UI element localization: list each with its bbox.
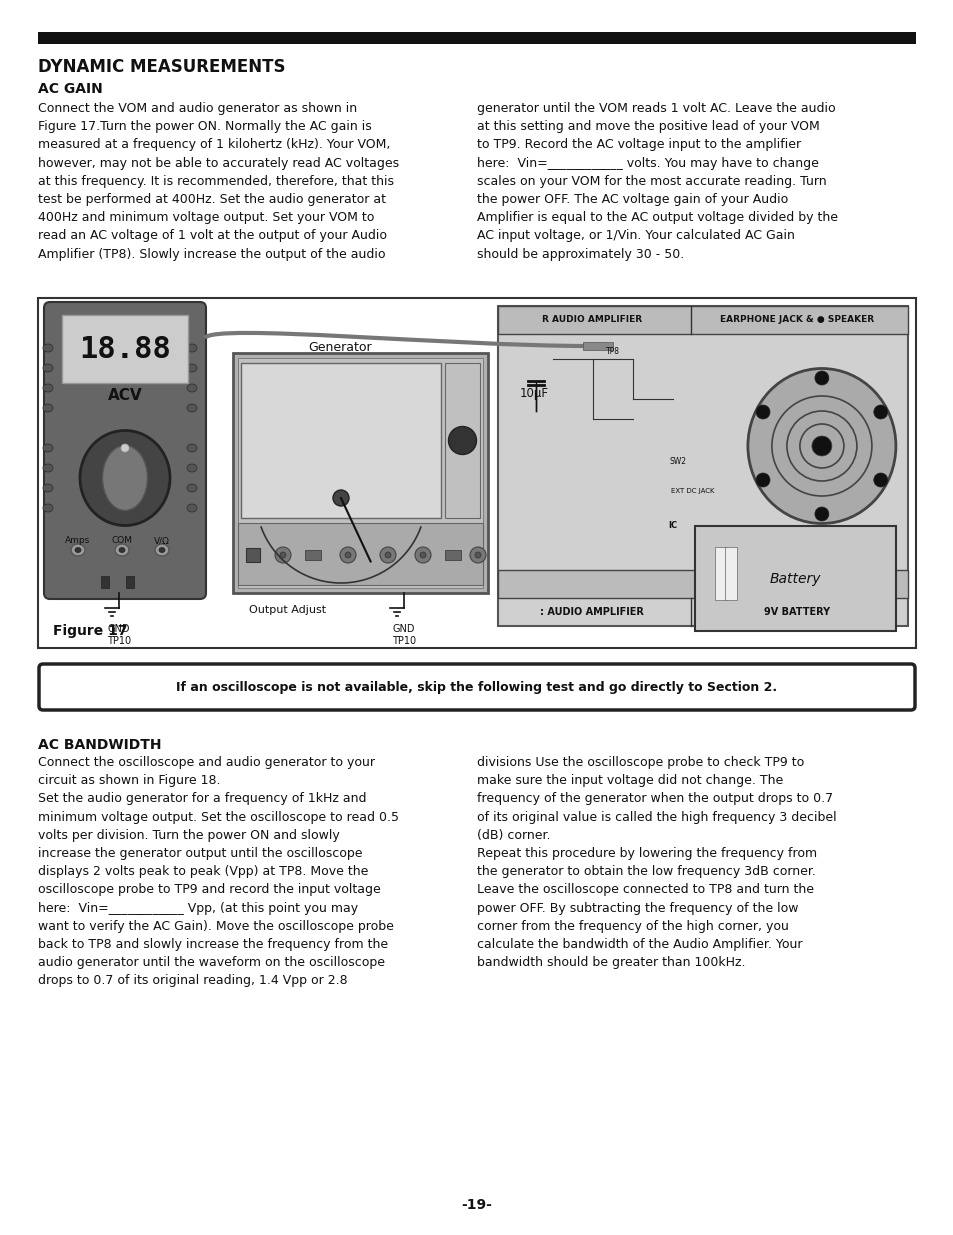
Text: 18.88: 18.88 (79, 336, 171, 364)
Text: 10μF: 10μF (519, 388, 548, 400)
Text: Battery: Battery (769, 572, 821, 585)
Ellipse shape (419, 552, 426, 558)
Ellipse shape (43, 345, 53, 352)
Text: SW2: SW2 (669, 457, 686, 466)
Ellipse shape (747, 368, 895, 524)
Ellipse shape (80, 431, 170, 526)
Text: Output Adjust: Output Adjust (249, 605, 326, 615)
Ellipse shape (385, 552, 391, 558)
Bar (444, 363, 479, 517)
Text: EXT DC JACK: EXT DC JACK (671, 488, 714, 494)
Text: : AUDIO AMPLIFIER: : AUDIO AMPLIFIER (539, 606, 643, 618)
Ellipse shape (119, 547, 125, 552)
Text: DYNAMIC MEASUREMENTS: DYNAMIC MEASUREMENTS (38, 58, 285, 77)
Bar (497, 306, 907, 333)
Ellipse shape (187, 364, 196, 372)
Ellipse shape (43, 384, 53, 391)
Ellipse shape (187, 504, 196, 513)
Ellipse shape (448, 426, 476, 454)
Text: Connect the oscilloscope and audio generator to your
circuit as shown in Figure : Connect the oscilloscope and audio gener… (38, 756, 398, 988)
FancyBboxPatch shape (44, 303, 206, 599)
Ellipse shape (154, 543, 169, 556)
Ellipse shape (115, 543, 129, 556)
Bar (237, 522, 482, 585)
Ellipse shape (71, 543, 85, 556)
Text: GND
TP10: GND TP10 (392, 624, 416, 646)
Bar (38, 32, 915, 44)
Bar (237, 358, 482, 588)
Ellipse shape (415, 547, 431, 563)
Text: EARPHONE JACK & ● SPEAKER: EARPHONE JACK & ● SPEAKER (720, 315, 874, 325)
Bar (38, 298, 915, 648)
Ellipse shape (339, 547, 355, 563)
Bar (126, 576, 133, 588)
Text: Connect the VOM and audio generator as shown in
Figure 17.Turn the power ON. Nor: Connect the VOM and audio generator as s… (38, 103, 398, 261)
Text: ACV: ACV (108, 389, 142, 404)
Text: Amps: Amps (66, 536, 91, 545)
Ellipse shape (43, 364, 53, 372)
Ellipse shape (187, 484, 196, 492)
Text: TP8: TP8 (605, 347, 619, 356)
Bar (497, 571, 907, 598)
Text: -19-: -19- (461, 1198, 492, 1212)
Bar (62, 315, 188, 383)
Ellipse shape (475, 552, 480, 558)
Bar (444, 550, 460, 559)
Ellipse shape (43, 404, 53, 412)
Text: GND
TP10: GND TP10 (107, 624, 131, 646)
Ellipse shape (75, 547, 81, 552)
Ellipse shape (814, 508, 828, 521)
Ellipse shape (43, 445, 53, 452)
Ellipse shape (274, 547, 291, 563)
Ellipse shape (280, 552, 286, 558)
Ellipse shape (102, 446, 148, 510)
Text: AC GAIN: AC GAIN (38, 82, 103, 96)
Text: Generator: Generator (309, 341, 372, 354)
Ellipse shape (755, 473, 769, 487)
Text: AC BANDWIDTH: AC BANDWIDTH (38, 739, 161, 752)
Text: R AUDIO AMPLIFIER: R AUDIO AMPLIFIER (541, 315, 641, 325)
Bar (246, 548, 260, 562)
Text: generator until the VOM reads 1 volt AC. Leave the audio
at this setting and mov: generator until the VOM reads 1 volt AC.… (476, 103, 837, 261)
Ellipse shape (43, 484, 53, 492)
Bar (724, 547, 737, 599)
Ellipse shape (187, 384, 196, 391)
Ellipse shape (43, 464, 53, 472)
Ellipse shape (121, 445, 129, 452)
Text: divisions Use the oscilloscope probe to check TP9 to
make sure the input voltage: divisions Use the oscilloscope probe to … (476, 756, 836, 969)
Ellipse shape (873, 405, 887, 419)
Bar (714, 547, 726, 599)
Ellipse shape (187, 404, 196, 412)
Bar (305, 550, 320, 559)
Bar (582, 342, 613, 350)
Text: V/Ω: V/Ω (153, 536, 170, 545)
FancyBboxPatch shape (39, 664, 914, 710)
Ellipse shape (187, 445, 196, 452)
Text: COM: COM (112, 536, 132, 545)
Ellipse shape (470, 547, 485, 563)
Bar (497, 306, 907, 626)
Bar (694, 526, 895, 631)
Bar (241, 363, 440, 517)
Ellipse shape (43, 504, 53, 513)
Text: If an oscilloscope is not available, skip the following test and go directly to : If an oscilloscope is not available, ski… (176, 680, 777, 694)
Ellipse shape (379, 547, 395, 563)
Ellipse shape (345, 552, 351, 558)
Bar (233, 353, 488, 593)
Text: IC: IC (668, 521, 677, 531)
Ellipse shape (811, 436, 831, 456)
Ellipse shape (873, 473, 887, 487)
Text: Figure 17: Figure 17 (53, 624, 128, 638)
Bar (101, 576, 109, 588)
Ellipse shape (755, 405, 769, 419)
Ellipse shape (333, 490, 349, 506)
Text: 9V BATTERY: 9V BATTERY (763, 606, 829, 618)
Ellipse shape (187, 464, 196, 472)
Ellipse shape (814, 370, 828, 385)
Ellipse shape (159, 547, 165, 552)
Ellipse shape (187, 345, 196, 352)
